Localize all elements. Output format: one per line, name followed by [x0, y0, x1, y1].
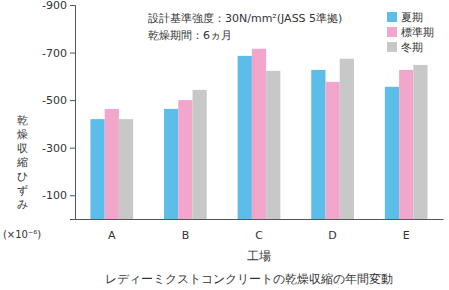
legend-item: 夏期 — [387, 11, 423, 24]
x-tick-label: B — [182, 229, 190, 242]
x-axis-title: 工場 — [247, 249, 271, 263]
y-axis-line — [70, 6, 76, 220]
bar — [238, 56, 252, 219]
legend-label: 標準期 — [401, 26, 434, 39]
x-tick-label: D — [328, 229, 336, 242]
bar — [311, 70, 325, 219]
y-tick: -100 — [42, 189, 75, 202]
bar — [385, 87, 399, 219]
legend-label: 夏期 — [401, 11, 423, 24]
legend: 夏期標準期冬期 — [387, 11, 434, 54]
x-tick: D — [328, 219, 336, 242]
bars — [90, 49, 427, 219]
y-tick-label: -700 — [42, 47, 67, 60]
y-tick-mark — [70, 5, 75, 6]
chart-title: レディーミクストコンクリートの乾燥収縮の年間変動 — [105, 272, 393, 286]
x-tick: B — [182, 219, 190, 242]
bar — [340, 59, 354, 219]
chart-container: -900 -700 -500 -300 -100 A B C D E 工場レディーミクストコンクリー… — [0, 0, 449, 290]
x-tick-label: A — [108, 229, 116, 242]
bar — [90, 119, 104, 219]
y-tick: -300 — [42, 142, 75, 155]
y-axis-title: 乾燥収縮ひずみ — [16, 114, 28, 211]
y-tick-label: -300 — [42, 142, 67, 155]
annotation: 乾燥期間：6ヵ月 — [148, 29, 232, 42]
y-tick-mark — [70, 53, 75, 54]
legend-label: 冬期 — [401, 41, 423, 54]
x-tick: C — [255, 219, 263, 242]
x-tick-label: E — [403, 229, 410, 242]
annotation: 設計基準強度：30N/mm²(JASS 5準拠) — [148, 12, 342, 25]
bar — [252, 49, 266, 219]
bar — [325, 82, 339, 219]
x-tick: E — [403, 219, 410, 242]
bar — [399, 70, 413, 219]
y-tick: -900 — [42, 0, 75, 12]
bar — [266, 71, 280, 219]
y-tick: -700 — [42, 47, 75, 60]
y-tick-label: -100 — [42, 189, 67, 202]
y-tick: -500 — [42, 94, 75, 107]
y-tick-label: -900 — [42, 0, 67, 12]
bar — [164, 109, 178, 219]
bar — [119, 119, 133, 219]
y-tick-label: -500 — [42, 94, 67, 107]
y-axis: -900 -700 -500 -300 -100 — [42, 0, 75, 219]
legend-swatch — [387, 27, 397, 37]
x-tick-label: C — [255, 229, 263, 242]
legend-swatch — [387, 42, 397, 52]
plot: -900 -700 -500 -300 -100 A B C D E — [42, 0, 443, 242]
chart-svg: -900 -700 -500 -300 -100 A B C D E 工場レディーミクストコンクリー… — [0, 0, 449, 290]
x-axis: A B C D E — [76, 219, 444, 242]
y-tick-mark — [70, 148, 75, 149]
bar — [178, 100, 192, 219]
bar — [105, 109, 119, 219]
legend-swatch — [387, 12, 397, 22]
bar — [193, 90, 207, 219]
x-tick: A — [108, 219, 116, 242]
legend-item: 冬期 — [387, 41, 423, 54]
legend-item: 標準期 — [387, 26, 434, 39]
bar — [413, 65, 427, 219]
x-axis-line — [76, 219, 444, 220]
annotation: (×10⁻⁶) — [3, 229, 41, 240]
y-tick-mark — [70, 100, 75, 101]
y-tick-mark — [70, 195, 75, 196]
